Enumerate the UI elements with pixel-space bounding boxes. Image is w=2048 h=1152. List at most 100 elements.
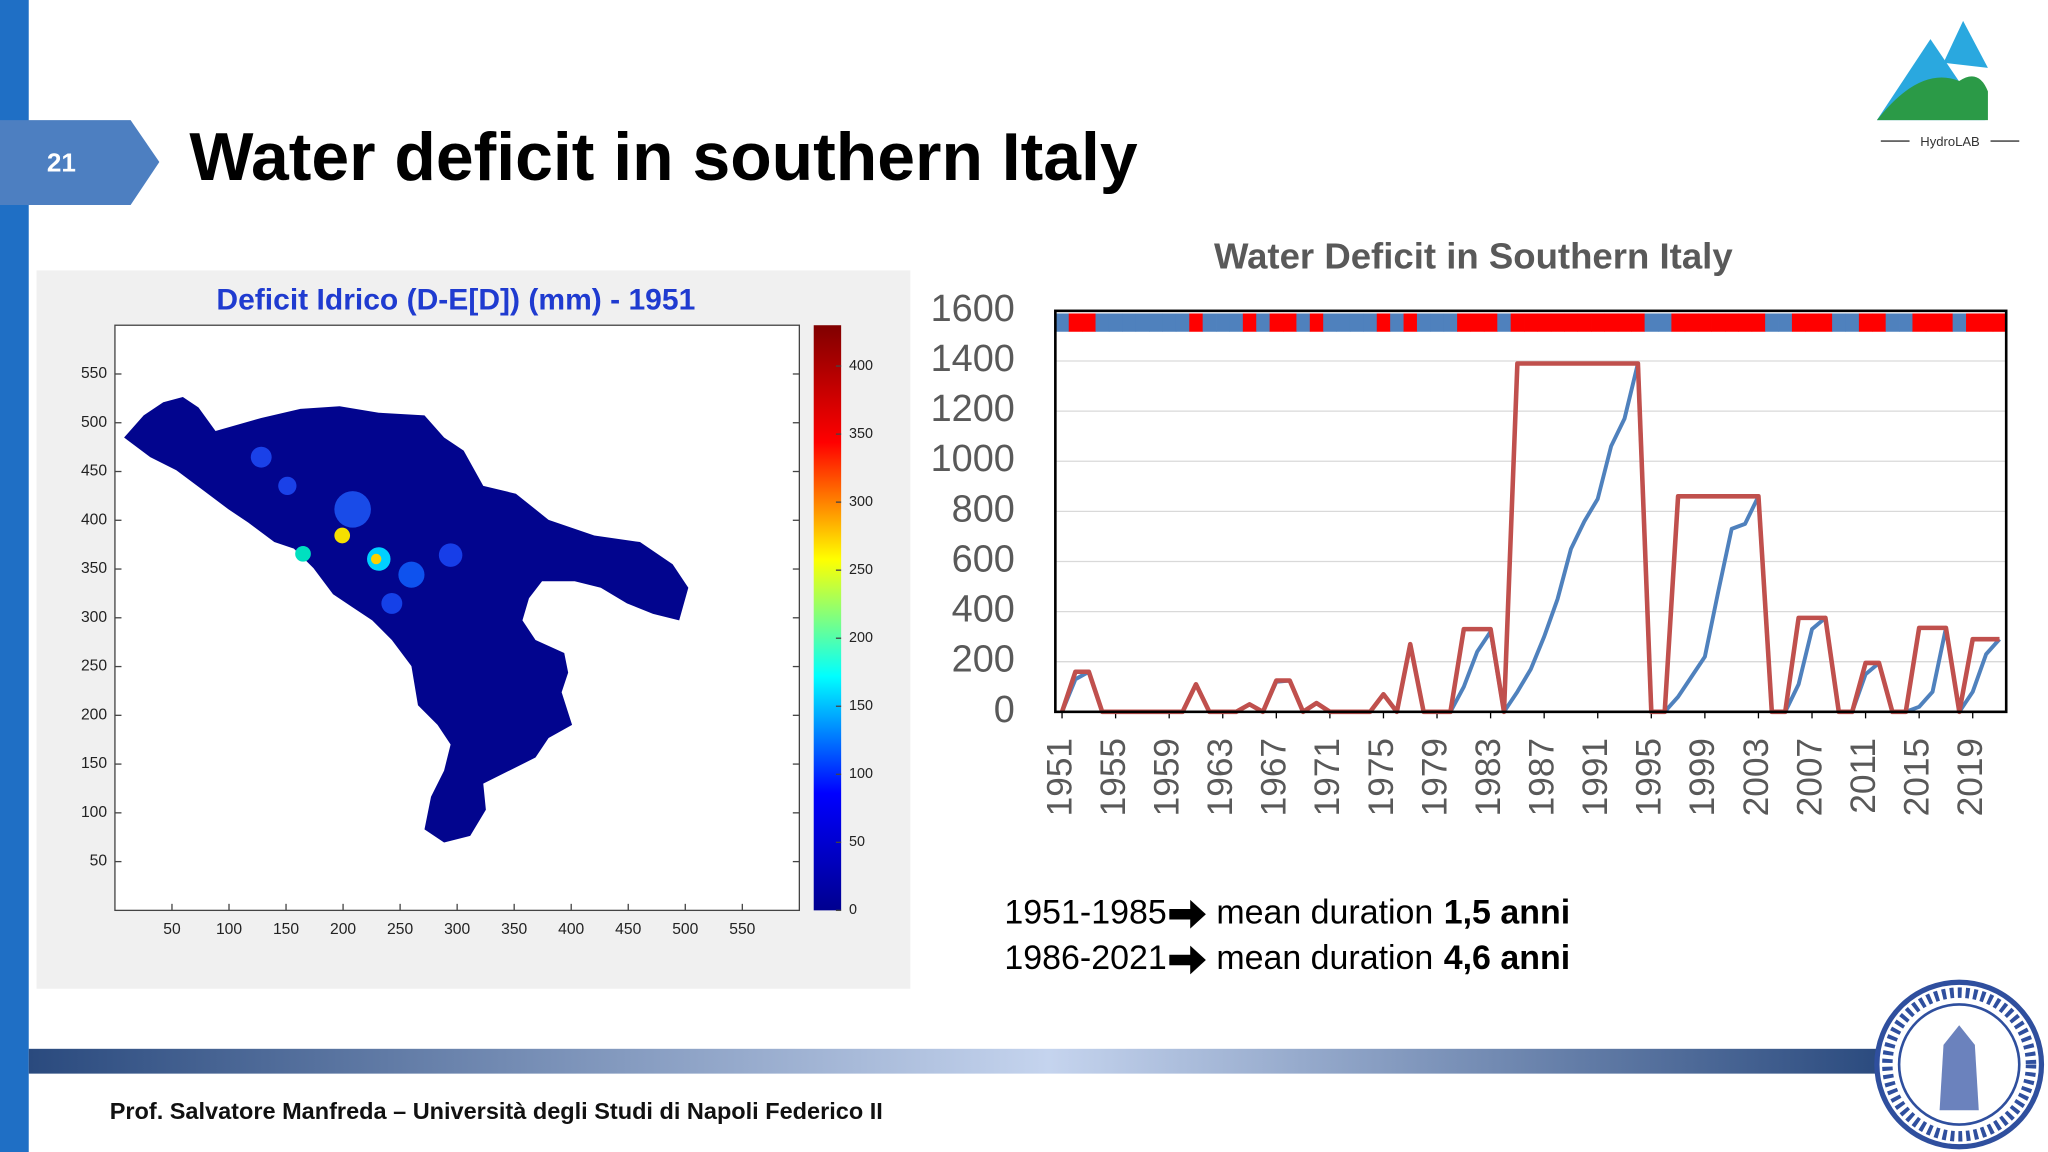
status-band-cell [1925, 313, 1940, 332]
status-band-cell [1309, 313, 1324, 332]
status-band-cell [1296, 313, 1311, 332]
x-tick-label: 1955 [1094, 738, 1133, 816]
y-tick-label: 200 [81, 706, 107, 723]
status-band-cell [1631, 313, 1646, 332]
status-band-cell [1698, 313, 1712, 332]
status-band-cell [1497, 313, 1512, 332]
y-tick-label: 550 [81, 365, 107, 382]
status-band-cell [1162, 313, 1177, 332]
status-band-cell [1376, 313, 1391, 332]
seal-figure [1939, 1025, 1979, 1111]
status-band-cell [1135, 313, 1150, 332]
status-band-cell [1805, 313, 1820, 332]
status-band-cell [1724, 313, 1739, 332]
series-line [1060, 361, 2001, 714]
y-tick-label: 200 [952, 639, 1015, 681]
y-tick-label: 450 [81, 463, 107, 480]
status-band-cell [1483, 313, 1498, 332]
status-band-cell [1550, 313, 1565, 332]
status-band-cell [1537, 313, 1552, 332]
colorbar-tick-label: 250 [849, 562, 873, 578]
y-tick-label: 1600 [931, 288, 1015, 330]
status-band-cell [1349, 313, 1364, 332]
status-band-cell [1577, 313, 1592, 332]
y-tick-label: 150 [81, 755, 107, 772]
hotspot [370, 553, 382, 565]
status-band-cell [1430, 313, 1445, 332]
x-tick-label: 1995 [1630, 738, 1669, 816]
hotspot [278, 476, 297, 496]
status-band-cell [1684, 313, 1699, 332]
x-tick-label: 1999 [1683, 738, 1722, 816]
x-tick-label: 350 [501, 921, 527, 938]
series-line [1059, 361, 2000, 715]
status-band-cell [1885, 313, 1900, 332]
seal-inner [1897, 1003, 2021, 1126]
x-tick-label: 1967 [1255, 738, 1294, 816]
hotspot [295, 545, 311, 562]
status-band-cell [1149, 313, 1163, 332]
status-band-cell [1256, 313, 1271, 332]
colorbar-tick-label: 100 [849, 766, 873, 782]
status-band-cell [1872, 313, 1887, 332]
status-band-cell [1658, 313, 1672, 332]
status-band-cell [1443, 313, 1458, 332]
logo: HydroLAB [1876, 20, 2020, 149]
colorbar-tick-label: 50 [849, 834, 865, 850]
hotspot [250, 446, 272, 468]
status-band-cell [1336, 313, 1351, 332]
footer: Prof. Salvatore Manfreda – Università de… [110, 1098, 883, 1124]
y-tick-label: 1200 [931, 388, 1015, 430]
hotspot [438, 543, 463, 567]
status-band-cell [1604, 313, 1619, 332]
x-tick-label: 1987 [1522, 738, 1561, 816]
logo-peak [1943, 20, 1988, 68]
map-region [124, 397, 689, 843]
status-band-cell [1899, 313, 1913, 332]
y-tick-label: 300 [81, 609, 107, 626]
y-tick-label: 50 [90, 853, 108, 870]
status-band-cell [1966, 313, 1980, 332]
status-band-cell [1617, 313, 1632, 332]
status-band-cell [1791, 313, 1806, 332]
x-tick-label: 2019 [1951, 738, 1990, 816]
map-panel: Deficit Idrico (D-E[D]) (mm) - 1951 [36, 270, 911, 989]
colorbar-tick-label: 350 [849, 426, 873, 442]
status-band-cell [1765, 313, 1779, 332]
y-tick-label: 350 [81, 560, 107, 577]
status-band-cell [1229, 313, 1244, 332]
status-band-cell [1403, 313, 1418, 332]
status-band-cell [1323, 313, 1337, 332]
status-band-cell [1175, 313, 1190, 332]
status-band-cell [1108, 313, 1123, 332]
note-text: mean duration [1216, 939, 1433, 977]
x-tick-label: 50 [163, 921, 181, 938]
status-band-cell [1992, 313, 2007, 332]
x-tick-label: 1979 [1415, 738, 1454, 816]
status-band-cell [1912, 313, 1927, 332]
x-tick-label: 150 [273, 921, 299, 938]
map-hotspots [250, 446, 463, 614]
status-band-cell [1644, 313, 1659, 332]
note-arrow [1169, 899, 1206, 929]
y-tick-label: 250 [81, 658, 107, 675]
university-seal [1874, 979, 2045, 1150]
status-band-cell [1216, 313, 1230, 332]
status-band-cell [1510, 313, 1525, 332]
note-value: 4,6 anni [1444, 939, 1570, 977]
status-band-cell [1122, 313, 1137, 332]
status-band-cell [1591, 313, 1605, 332]
status-band-cell [1845, 313, 1860, 332]
colorbar-tick-label: 400 [849, 358, 873, 374]
y-tick-label: 400 [952, 589, 1015, 631]
y-tick-label: 400 [81, 511, 107, 528]
note-period: 1986-2021 [1004, 939, 1166, 977]
hotspot [334, 527, 351, 544]
status-band-cell [1671, 313, 1686, 332]
logo-hill [1876, 76, 1988, 121]
x-tick-label: 1959 [1147, 738, 1186, 816]
status-band-cell [1470, 313, 1485, 332]
y-tick-label: 0 [994, 689, 1015, 731]
map-title: Deficit Idrico (D-E[D]) (mm) - 1951 [216, 284, 695, 317]
plot-frame [1054, 309, 2008, 714]
